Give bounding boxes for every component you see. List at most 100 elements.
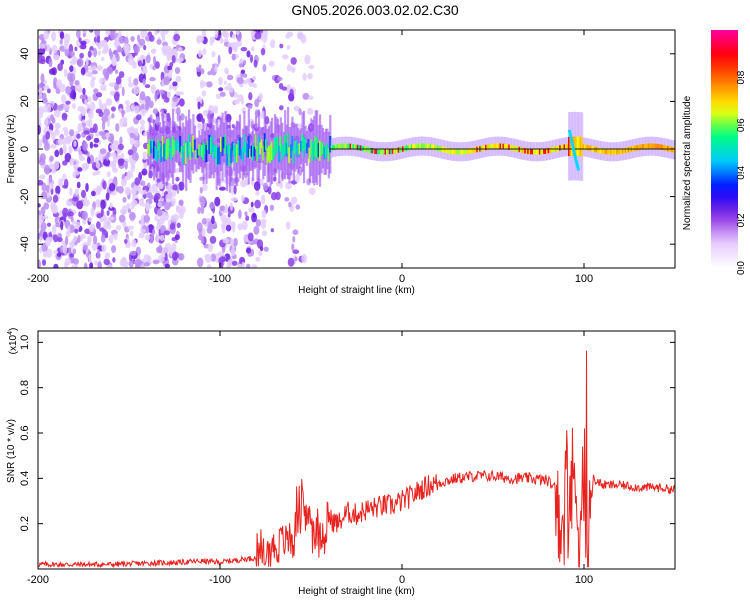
- noise-blob: [262, 64, 267, 72]
- noise-blob: [171, 55, 176, 64]
- ridge-core: [453, 148, 456, 155]
- noise-blob: [179, 91, 184, 96]
- noise-blob: [278, 105, 284, 111]
- ridge-core: [259, 142, 262, 155]
- ridge-core: [269, 144, 272, 163]
- ridge-core: [544, 148, 547, 154]
- noise-blob: [151, 183, 158, 194]
- snr-ytick-label: 1.0: [19, 335, 31, 350]
- noise-blob: [197, 206, 201, 215]
- ridge-core: [337, 143, 341, 150]
- noise-blob: [286, 45, 291, 50]
- ridge-core: [509, 144, 512, 151]
- noise-blob: [91, 241, 98, 251]
- noise-blob: [68, 247, 72, 253]
- ridge-core: [282, 145, 285, 157]
- ridge-core: [444, 147, 447, 153]
- noise-blob: [124, 186, 131, 196]
- ridge-core: [581, 137, 584, 157]
- noise-blob: [254, 199, 261, 209]
- noise-blob: [118, 36, 126, 44]
- noise-blob: [206, 226, 213, 234]
- noise-blob: [129, 132, 135, 139]
- spectrogram-xtick-label: -200: [27, 273, 49, 285]
- ridge-core: [221, 137, 224, 157]
- noise-blob: [172, 184, 178, 191]
- noise-blob: [76, 30, 81, 39]
- ridge-core: [228, 145, 231, 167]
- ridge-core: [263, 133, 266, 152]
- noise-blob: [121, 205, 128, 214]
- ridge-core: [154, 146, 157, 160]
- noise-blob: [76, 146, 82, 152]
- noise-blob: [308, 95, 314, 101]
- noise-blob: [221, 223, 226, 234]
- noise-blob: [65, 85, 72, 95]
- noise-blob: [100, 233, 106, 243]
- noise-blob: [108, 216, 115, 221]
- noise-blob: [48, 163, 55, 168]
- noise-blob: [63, 129, 69, 137]
- noise-blob: [41, 259, 47, 266]
- ridge-core: [541, 148, 544, 155]
- noise-blob: [54, 122, 62, 129]
- noise-blob: [76, 200, 84, 210]
- noise-blob: [40, 206, 46, 215]
- noise-blob: [253, 225, 260, 235]
- noise-blob: [45, 117, 49, 127]
- noise-blob: [137, 34, 141, 43]
- ridge-core: [589, 145, 592, 152]
- noise-blob: [233, 237, 238, 247]
- noise-blob: [218, 87, 224, 92]
- noise-blob: [230, 221, 236, 229]
- noise-blob: [106, 210, 110, 216]
- ridge-core: [198, 144, 201, 156]
- noise-blob: [49, 155, 54, 162]
- ridge-core: [265, 139, 268, 151]
- noise-blob: [95, 161, 101, 169]
- ridge-core: [448, 148, 451, 154]
- noise-blob: [55, 185, 61, 195]
- ridge-core: [397, 147, 400, 153]
- noise-blob: [76, 221, 81, 229]
- ridge-core: [227, 143, 230, 155]
- ridge-core: [435, 145, 438, 151]
- noise-blob: [64, 135, 72, 145]
- ridge-core: [330, 145, 333, 151]
- noise-blob: [254, 98, 260, 108]
- noise-blob: [111, 245, 117, 254]
- noise-blob: [97, 261, 103, 268]
- ridge-core: [377, 148, 380, 155]
- noise-blob: [209, 235, 217, 244]
- spectrogram-xtick-label: 0: [399, 273, 405, 285]
- ridge-core: [249, 149, 252, 159]
- noise-blob: [141, 168, 148, 176]
- noise-blob: [71, 103, 76, 109]
- ridge-core: [486, 144, 489, 150]
- ridge-core: [559, 145, 562, 151]
- noise-blob: [77, 123, 82, 133]
- noise-blob: [80, 67, 86, 76]
- ridge-core: [560, 144, 563, 151]
- noise-blob: [108, 234, 114, 244]
- noise-blob: [290, 196, 298, 205]
- noise-blob: [62, 127, 68, 132]
- noise-blob: [270, 228, 274, 233]
- noise-blob: [59, 147, 64, 156]
- noise-blob: [53, 160, 60, 170]
- ridge-core: [199, 146, 202, 156]
- ridge-core: [540, 148, 543, 155]
- ridge-core: [361, 145, 364, 152]
- colorbar-tick-label: 0.0: [736, 261, 747, 275]
- noise-blob: [56, 237, 63, 243]
- noise-blob: [139, 91, 146, 101]
- noise-blob: [57, 63, 63, 72]
- noise-blob: [114, 69, 119, 75]
- noise-blob: [105, 192, 110, 201]
- noise-blob: [118, 71, 125, 79]
- noise-blob: [246, 50, 251, 58]
- noise-blob: [63, 68, 68, 77]
- noise-blob: [117, 45, 122, 53]
- noise-blob: [210, 253, 217, 262]
- noise-blob: [286, 64, 292, 72]
